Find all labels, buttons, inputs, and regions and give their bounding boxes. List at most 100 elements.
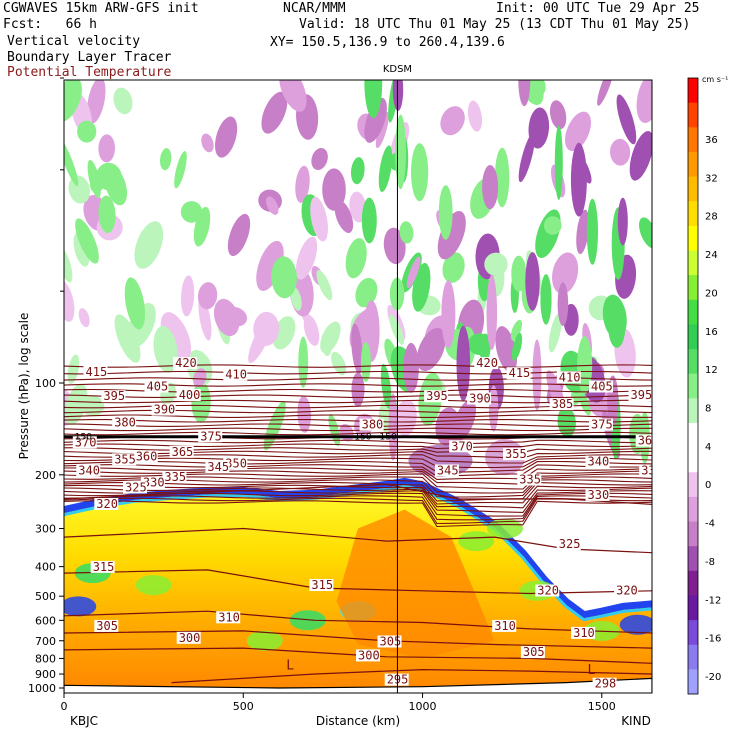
vertical-velocity-cell bbox=[548, 313, 562, 353]
theta-label-bg bbox=[144, 380, 169, 393]
theta-label-bg bbox=[94, 619, 119, 632]
plot-frame bbox=[63, 79, 653, 694]
y-tick-label: 1000 bbox=[28, 682, 56, 695]
y-tick-label: 800 bbox=[35, 652, 56, 665]
vertical-velocity-cell bbox=[295, 236, 318, 280]
colorbar-tick-label: -16 bbox=[705, 634, 721, 645]
theta-label-bg bbox=[223, 368, 248, 381]
theta-contour bbox=[64, 490, 652, 513]
colorbar-tick-label: 24 bbox=[705, 250, 718, 261]
vertical-velocity-cell bbox=[361, 197, 377, 244]
vertical-velocity-cell bbox=[198, 295, 212, 341]
theta-label-bg bbox=[384, 673, 409, 686]
theta-contour bbox=[64, 470, 652, 485]
theta-contour bbox=[64, 464, 652, 477]
theta-label: 375 bbox=[591, 418, 613, 432]
boundary-layer-pocket bbox=[135, 575, 172, 596]
vertical-velocity-cell bbox=[351, 372, 365, 407]
theta-label: 410 bbox=[225, 368, 247, 382]
x-end-station-label: KIND bbox=[621, 714, 651, 728]
theta-contour bbox=[64, 450, 652, 459]
vertical-velocity-cell bbox=[403, 342, 419, 393]
vertical-velocity-cell bbox=[78, 308, 90, 328]
vertical-velocity-cell bbox=[331, 351, 347, 376]
vertical-velocity-cell bbox=[518, 132, 535, 183]
tropopause-label: 150 bbox=[354, 433, 371, 443]
colorbar-tick-label: -12 bbox=[705, 595, 721, 606]
colorbar-swatch bbox=[688, 225, 698, 251]
vertical-velocity-cell bbox=[271, 256, 297, 299]
theta-contour bbox=[64, 454, 652, 464]
theta-label: 405 bbox=[591, 380, 613, 394]
vertical-velocity-cell bbox=[442, 252, 465, 283]
chart-title: CGWAVES 15km ARW-GFS init bbox=[3, 1, 199, 16]
theta-label-bg bbox=[169, 445, 194, 458]
vertical-velocity-cell bbox=[378, 145, 393, 193]
theta-label-bg bbox=[589, 418, 613, 431]
colorbar-tick-label: 36 bbox=[705, 135, 718, 146]
theta-label: 415 bbox=[86, 365, 108, 379]
vertical-velocity-cell bbox=[98, 195, 116, 234]
vertical-velocity-cell bbox=[364, 97, 387, 143]
vertical-velocity-cell bbox=[311, 147, 328, 171]
vertical-velocity-cell bbox=[482, 165, 499, 210]
vertical-velocity-cell bbox=[193, 368, 207, 388]
vertical-velocity-cell bbox=[549, 100, 567, 130]
vertical-velocity-cell bbox=[303, 314, 320, 346]
x-axis-label: Distance (km) bbox=[316, 714, 400, 728]
theta-label-bg bbox=[424, 390, 449, 403]
colorbar-swatch bbox=[688, 349, 698, 375]
theta-contour bbox=[64, 457, 652, 469]
theta-contour bbox=[64, 370, 652, 375]
theta-label-bg bbox=[72, 436, 97, 449]
theta-label: 320 bbox=[96, 497, 118, 511]
vertical-velocity-cell bbox=[554, 125, 563, 200]
theta-label-bg bbox=[133, 450, 158, 463]
theta-label: 405 bbox=[147, 380, 169, 394]
theta-label: 325 bbox=[125, 480, 147, 494]
vertical-velocity-cell bbox=[532, 339, 542, 411]
colorbar-tick-label: 8 bbox=[705, 404, 711, 415]
vertical-velocity-cell bbox=[406, 256, 421, 289]
vertical-velocity-cell bbox=[322, 168, 346, 211]
vertical-velocity-cell bbox=[437, 211, 466, 260]
vertical-velocity-cell bbox=[540, 274, 552, 325]
theta-label-bg bbox=[377, 635, 402, 648]
theta-label-bg bbox=[162, 471, 187, 483]
theta-label: 335 bbox=[519, 473, 541, 487]
theta-label: 298 bbox=[595, 677, 617, 691]
theta-contour bbox=[64, 414, 652, 418]
colorbar-swatch bbox=[688, 546, 698, 572]
theta-label-bg bbox=[549, 398, 574, 411]
theta-label-bg bbox=[556, 538, 581, 550]
theta-label-bg bbox=[639, 464, 652, 477]
vertical-velocity-cell bbox=[297, 395, 312, 433]
vertical-velocity-cell bbox=[441, 280, 456, 349]
vertical-velocity-cell bbox=[557, 282, 569, 326]
vertical-velocity-cell bbox=[334, 200, 354, 233]
theta-label: 380 bbox=[114, 416, 136, 430]
vertical-velocity-cell bbox=[320, 321, 341, 354]
theta-contour bbox=[64, 427, 652, 432]
colorbar-swatch bbox=[688, 201, 698, 227]
theta-contour bbox=[64, 483, 652, 505]
theta-label: 330 bbox=[588, 488, 610, 502]
colorbar-swatch bbox=[688, 669, 698, 695]
theta-contour bbox=[64, 443, 652, 450]
vertical-velocity-cell bbox=[456, 325, 471, 402]
colorbar-tick-label: 12 bbox=[705, 365, 718, 376]
theta-label: 310 bbox=[573, 626, 595, 640]
theta-label: 420 bbox=[476, 356, 498, 370]
colorbar-swatch bbox=[688, 644, 698, 670]
theta-label: 395 bbox=[631, 388, 653, 402]
theta-label: 380 bbox=[362, 418, 384, 432]
colorbar-tick-label: -8 bbox=[705, 557, 715, 568]
x-tick-label: 500 bbox=[233, 700, 254, 713]
vertical-velocity-cell bbox=[576, 209, 590, 255]
vertical-velocity-cell bbox=[290, 287, 302, 311]
colorbar-swatch bbox=[688, 422, 698, 449]
vertical-velocity-cell bbox=[389, 314, 405, 345]
forecast-hour: Fcst: 66 h bbox=[3, 17, 97, 32]
theta-label-bg bbox=[503, 448, 527, 461]
